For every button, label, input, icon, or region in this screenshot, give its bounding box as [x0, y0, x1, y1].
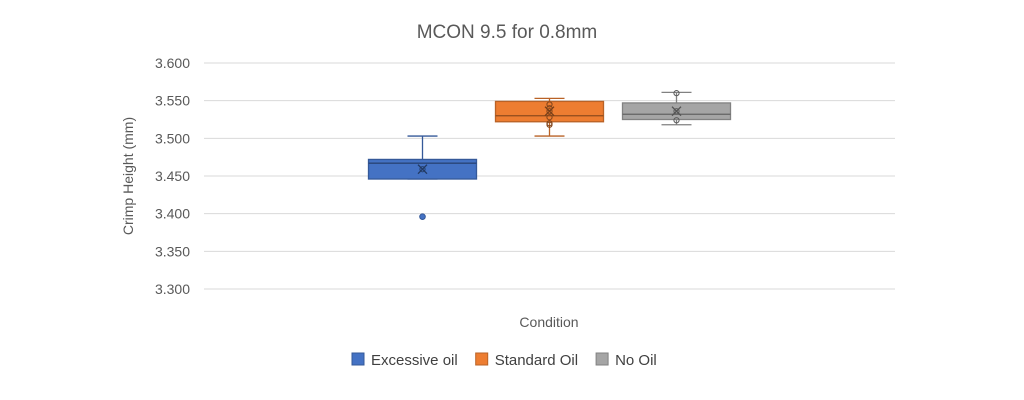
- y-tick-label: 3.450: [155, 168, 190, 184]
- mean-marker: [544, 106, 555, 117]
- data-point: [673, 90, 680, 97]
- x-axis-title: Condition: [519, 314, 578, 330]
- legend-swatch: [475, 352, 489, 366]
- box-no-oil: [621, 90, 732, 126]
- y-axis-title: Crimp Height (mm): [120, 117, 136, 235]
- legend-swatch: [595, 352, 609, 366]
- box-excessive-oil: [367, 135, 478, 220]
- mean-marker: [671, 106, 682, 117]
- gridlines: [204, 62, 895, 290]
- outlier-point: [419, 213, 426, 220]
- legend: Excessive oil Standard Oil No Oil: [351, 352, 657, 369]
- legend-label: No Oil: [615, 352, 657, 369]
- legend-label: Excessive oil: [371, 352, 458, 369]
- data-point: [673, 117, 680, 124]
- chart-title: MCON 9.5 for 0.8mm: [417, 22, 598, 43]
- y-tick-label: 3.500: [155, 130, 190, 146]
- box-standard-oil: [494, 97, 605, 137]
- legend-swatch: [351, 352, 365, 366]
- data-point: [419, 166, 426, 173]
- legend-label: Standard Oil: [495, 352, 578, 369]
- y-axis-ticks: 3.600 3.550 3.500 3.450 3.400 3.350 3.300: [155, 55, 190, 297]
- mean-marker: [417, 164, 428, 175]
- y-tick-label: 3.300: [155, 281, 190, 297]
- y-tick-label: 3.400: [155, 206, 190, 222]
- data-point: [546, 101, 553, 108]
- y-tick-label: 3.550: [155, 93, 190, 109]
- data-point: [546, 121, 553, 128]
- data-point: [673, 108, 680, 115]
- data-point: [546, 108, 553, 115]
- y-tick-label: 3.350: [155, 243, 190, 259]
- boxes: [367, 90, 732, 220]
- data-point: [546, 114, 553, 121]
- y-tick-label: 3.600: [155, 55, 190, 71]
